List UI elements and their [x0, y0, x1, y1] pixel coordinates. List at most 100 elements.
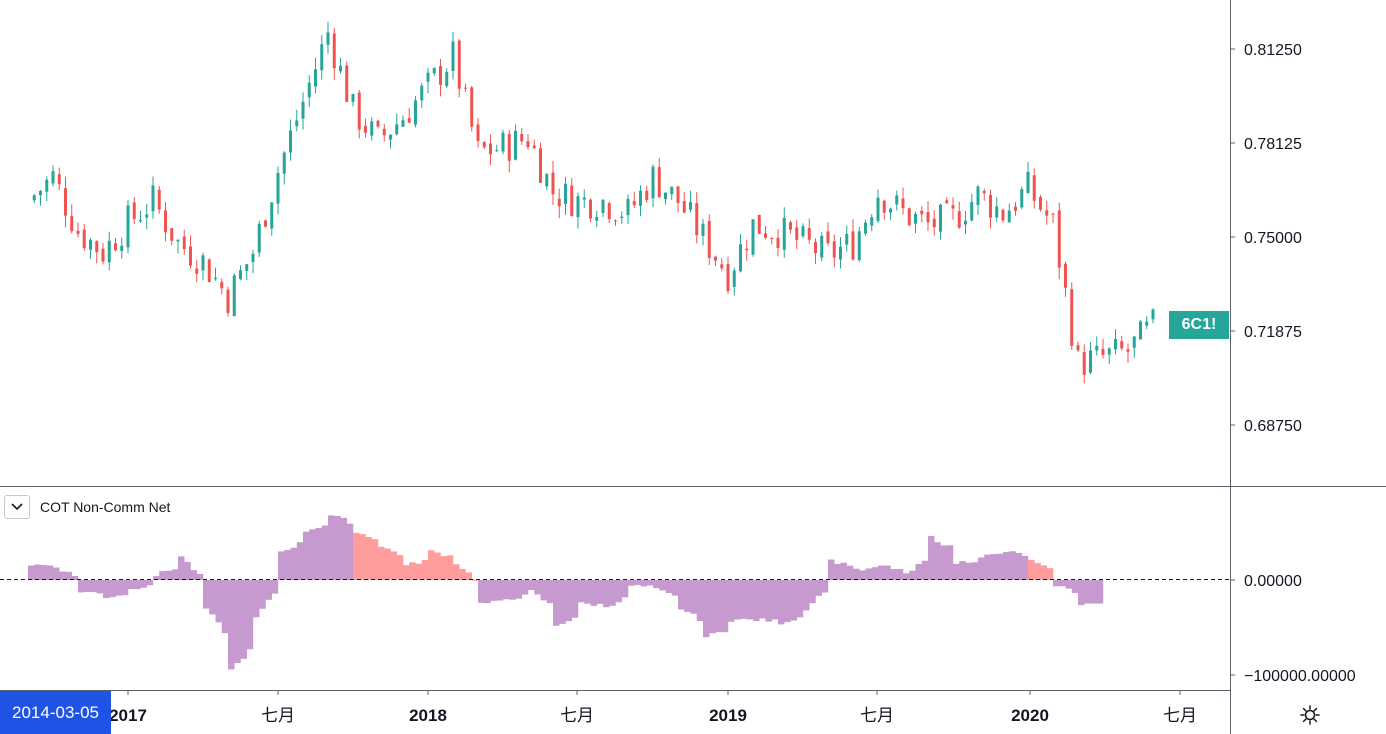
cot-bar — [159, 571, 166, 580]
candle-body — [276, 173, 280, 204]
cot-bar — [78, 580, 85, 593]
cot-bar — [315, 527, 322, 580]
cot-bar — [484, 580, 491, 604]
cot-bar — [221, 580, 229, 634]
cot-bar — [1053, 580, 1060, 587]
candle-body — [170, 228, 174, 241]
cot-bar — [178, 556, 185, 580]
candle-body — [357, 92, 361, 130]
collapse-toggle[interactable] — [4, 495, 30, 519]
candle-body — [107, 240, 111, 263]
candle-body — [1032, 175, 1036, 201]
candle-body — [589, 199, 592, 219]
candle-body — [651, 166, 655, 199]
candle-body — [782, 217, 786, 250]
cot-bar — [840, 562, 847, 580]
cot-bar — [965, 562, 972, 580]
candle-body — [145, 214, 149, 218]
candle-body — [489, 143, 492, 155]
cot-bar — [721, 580, 729, 633]
candle-body — [457, 40, 461, 89]
price-series-6C1 — [32, 21, 1155, 384]
price-tick-4: 0.68750 — [1244, 418, 1302, 435]
price-axis[interactable]: 0.81250 0.78125 0.75000 0.71875 0.68750 — [1230, 42, 1302, 435]
cot-bar — [471, 579, 479, 581]
cot-bar — [578, 580, 585, 603]
cot-bar — [434, 552, 441, 580]
candle-body — [1001, 209, 1005, 221]
candle-body — [501, 132, 505, 152]
candle-body — [382, 128, 386, 136]
cot-bar — [296, 542, 304, 580]
cot-bar — [478, 580, 485, 603]
candle-body — [732, 270, 736, 287]
candle-body — [164, 210, 167, 233]
cot-bar — [171, 569, 179, 580]
cot-bar — [659, 580, 666, 591]
cot-bar — [946, 545, 954, 580]
cot-bar — [828, 559, 835, 580]
candle-body — [220, 281, 224, 289]
cot-bar — [196, 573, 204, 580]
candle-body — [964, 220, 967, 225]
candle-body — [857, 231, 861, 261]
candle-body — [395, 124, 399, 135]
candle-body — [795, 227, 799, 240]
candle-body — [1132, 336, 1136, 348]
candle-body — [1051, 213, 1055, 215]
cot-bar — [59, 571, 66, 580]
candle-body — [420, 85, 424, 101]
cot-bar — [515, 580, 522, 599]
candle-body — [814, 242, 817, 254]
candle-body — [539, 148, 542, 183]
chart-settings-button[interactable] — [1294, 699, 1326, 731]
candle-body — [120, 245, 124, 251]
cot-bar — [446, 555, 454, 580]
candle-body — [1076, 345, 1080, 351]
candle-body — [201, 255, 205, 271]
cot-bar — [996, 553, 1004, 580]
cot-bar — [103, 580, 110, 599]
candle-body — [632, 201, 636, 206]
cot-bar — [371, 539, 379, 580]
candle-body — [1026, 171, 1030, 193]
candle-body — [1114, 338, 1117, 350]
time-tick-jul-2017: 七月 — [261, 706, 295, 725]
cot-axis[interactable]: 0.00000 −100000.00000 — [1230, 573, 1356, 685]
cot-bar — [284, 549, 291, 580]
cot-bar — [753, 580, 760, 622]
candle-body — [801, 226, 805, 237]
cot-bar — [634, 580, 641, 585]
cot-bar — [690, 580, 697, 614]
cot-bar — [584, 580, 591, 604]
candle-body — [820, 235, 824, 258]
candle-body — [976, 186, 980, 206]
price-tick-1: 0.78125 — [1244, 136, 1302, 153]
time-axis[interactable]: 2017 七月 2018 七月 2019 七月 2020 七月 — [109, 690, 1197, 725]
candle-body — [832, 241, 836, 258]
candle-body — [695, 203, 699, 236]
candle-body — [151, 185, 155, 212]
cot-bar — [734, 580, 741, 620]
cot-bar — [1078, 580, 1085, 606]
cot-bar — [1084, 580, 1091, 604]
cot-bar — [653, 580, 660, 589]
time-tick-2018: 2018 — [409, 706, 447, 725]
cot-bar — [328, 515, 335, 580]
cot-bar — [696, 580, 704, 622]
cot-bar — [890, 569, 897, 580]
cot-bar — [846, 565, 854, 580]
candle-body — [607, 203, 611, 220]
cot-bar — [853, 568, 860, 580]
cot-bar — [190, 570, 197, 580]
candle-body — [957, 211, 961, 228]
candle-body — [576, 196, 580, 218]
candle-body — [757, 214, 761, 234]
cot-bar — [671, 580, 679, 596]
candle-body — [601, 199, 605, 213]
candle-body — [989, 195, 992, 218]
time-tick-jul-2019: 七月 — [860, 706, 894, 725]
cot-bar — [390, 551, 397, 580]
cot-bar — [665, 580, 672, 594]
